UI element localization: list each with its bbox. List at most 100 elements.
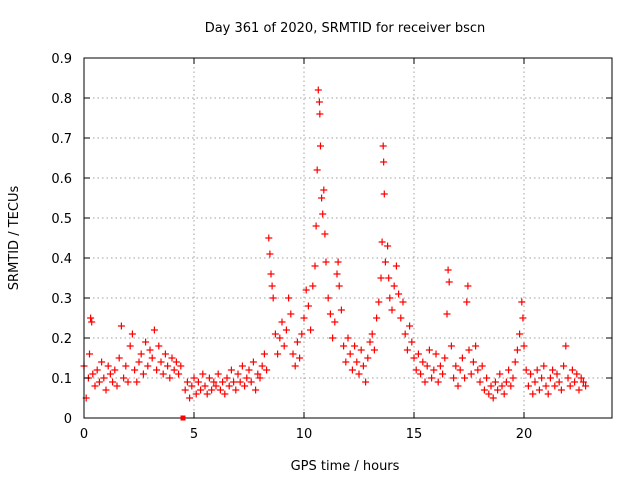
data-point — [430, 366, 438, 374]
data-point — [324, 294, 332, 302]
data-point — [522, 366, 530, 374]
data-point — [485, 390, 493, 398]
data-point — [113, 382, 121, 390]
data-point — [168, 354, 176, 362]
y-tick-label: 0.9 — [51, 52, 72, 67]
data-point — [337, 306, 345, 314]
data-point — [104, 362, 112, 370]
data-point — [408, 338, 416, 346]
x-tick-label: 20 — [516, 427, 533, 442]
y-tick-label: 0.7 — [51, 132, 72, 147]
data-point — [564, 374, 572, 382]
data-point — [234, 370, 242, 378]
data-point — [318, 194, 326, 202]
data-point — [573, 370, 581, 378]
data-point — [467, 370, 475, 378]
data-point — [230, 378, 238, 386]
data-point — [150, 326, 158, 334]
data-point — [380, 190, 388, 198]
data-point — [480, 386, 488, 394]
data-point — [469, 358, 477, 366]
data-point — [553, 370, 561, 378]
data-point — [454, 382, 462, 390]
data-point — [117, 322, 125, 330]
data-point — [410, 354, 418, 362]
data-point — [219, 378, 227, 386]
data-point — [406, 322, 414, 330]
data-point — [135, 358, 143, 366]
data-point — [388, 306, 396, 314]
data-point — [304, 302, 312, 310]
data-point — [124, 378, 132, 386]
data-point — [579, 378, 587, 386]
data-point — [307, 326, 315, 334]
data-point — [425, 346, 433, 354]
data-point — [384, 242, 392, 250]
data-point — [401, 330, 409, 338]
y-tick-label: 0.8 — [51, 92, 72, 107]
data-point — [100, 374, 108, 382]
data-point — [137, 350, 145, 358]
data-point — [577, 374, 585, 382]
data-point — [320, 186, 328, 194]
y-tick-label: 0.4 — [51, 252, 72, 267]
data-point — [238, 362, 246, 370]
square-marker — [180, 415, 186, 421]
chart-title: Day 361 of 2020, SRMTID for receiver bsc… — [205, 21, 486, 36]
data-point — [131, 366, 139, 374]
data-point — [122, 362, 130, 370]
data-point — [314, 86, 322, 94]
data-point — [346, 350, 354, 358]
data-point — [357, 346, 365, 354]
data-point — [373, 314, 381, 322]
data-point — [385, 274, 393, 282]
data-point — [434, 378, 442, 386]
data-point — [201, 382, 209, 390]
x-tick-label: 15 — [406, 427, 423, 442]
y-tick-label: 0.3 — [51, 292, 72, 307]
data-point — [390, 282, 398, 290]
data-point — [287, 310, 295, 318]
data-point — [489, 394, 497, 402]
y-tick-label: 0.5 — [51, 212, 72, 227]
data-point — [474, 366, 482, 374]
data-point — [258, 362, 266, 370]
x-tick-label: 0 — [80, 427, 88, 442]
data-point — [126, 342, 134, 350]
data-point — [395, 290, 403, 298]
data-point — [190, 374, 198, 382]
data-point — [170, 366, 178, 374]
data-point — [329, 334, 337, 342]
data-point — [227, 366, 235, 374]
data-point — [423, 362, 431, 370]
data-point — [524, 382, 532, 390]
x-axis-label: GPS time / hours — [291, 459, 400, 474]
data-point — [183, 378, 191, 386]
data-point — [355, 370, 363, 378]
data-point — [333, 270, 341, 278]
data-point — [478, 362, 486, 370]
data-point — [214, 370, 222, 378]
data-point — [364, 354, 372, 362]
data-point — [519, 314, 527, 322]
data-point — [139, 370, 147, 378]
data-point — [142, 338, 150, 346]
data-point — [417, 370, 425, 378]
data-point — [542, 382, 550, 390]
data-point — [379, 142, 387, 150]
data-point — [282, 326, 290, 334]
data-point — [498, 382, 506, 390]
data-point — [172, 358, 180, 366]
data-point — [344, 334, 352, 342]
data-point — [436, 362, 444, 370]
data-point — [414, 350, 422, 358]
data-point — [464, 282, 472, 290]
data-point — [181, 386, 189, 394]
data-point — [271, 330, 279, 338]
data-point — [509, 374, 517, 382]
data-point — [197, 386, 205, 394]
data-point — [439, 370, 447, 378]
data-point — [309, 282, 317, 290]
data-point — [571, 378, 579, 386]
